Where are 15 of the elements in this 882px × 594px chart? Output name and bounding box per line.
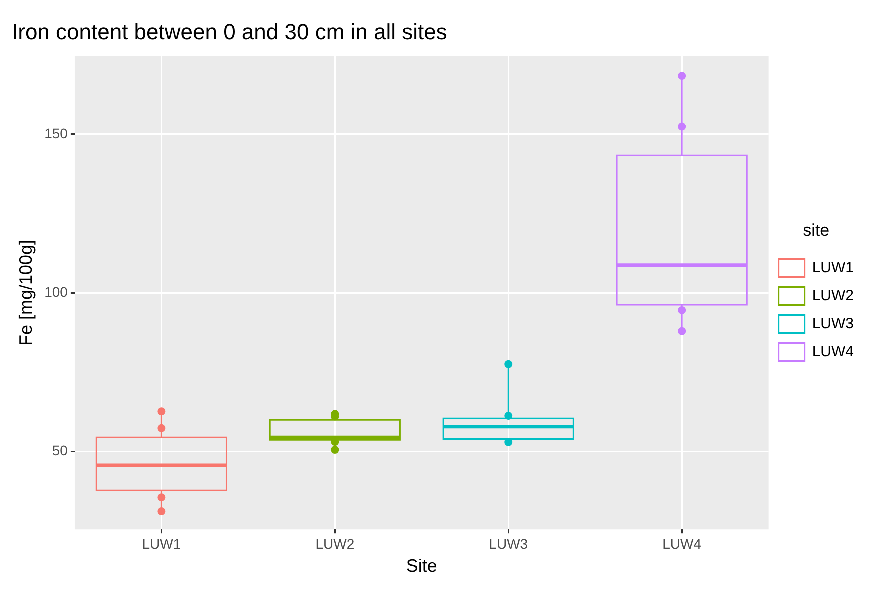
x-axis-title: Site <box>406 556 438 576</box>
legend-label: LUW2 <box>812 287 854 304</box>
x-tick-label: LUW1 <box>142 536 182 552</box>
chart-title: Iron content between 0 and 30 cm in all sites <box>12 19 448 44</box>
x-tick-label: LUW4 <box>662 536 702 552</box>
legend-label: LUW4 <box>812 343 854 360</box>
legend-label: LUW3 <box>812 315 854 332</box>
x-tick-label: LUW2 <box>316 536 355 552</box>
x-tick-label: LUW3 <box>489 536 528 552</box>
legend-label: LUW1 <box>812 259 854 276</box>
y-tick-label: 50 <box>52 442 68 458</box>
y-tick-label: 150 <box>44 125 68 142</box>
y-tick-label: 100 <box>44 284 68 300</box>
y-axis-title: Fe [mg/100g] <box>16 240 36 346</box>
legend-title: site <box>803 220 830 240</box>
